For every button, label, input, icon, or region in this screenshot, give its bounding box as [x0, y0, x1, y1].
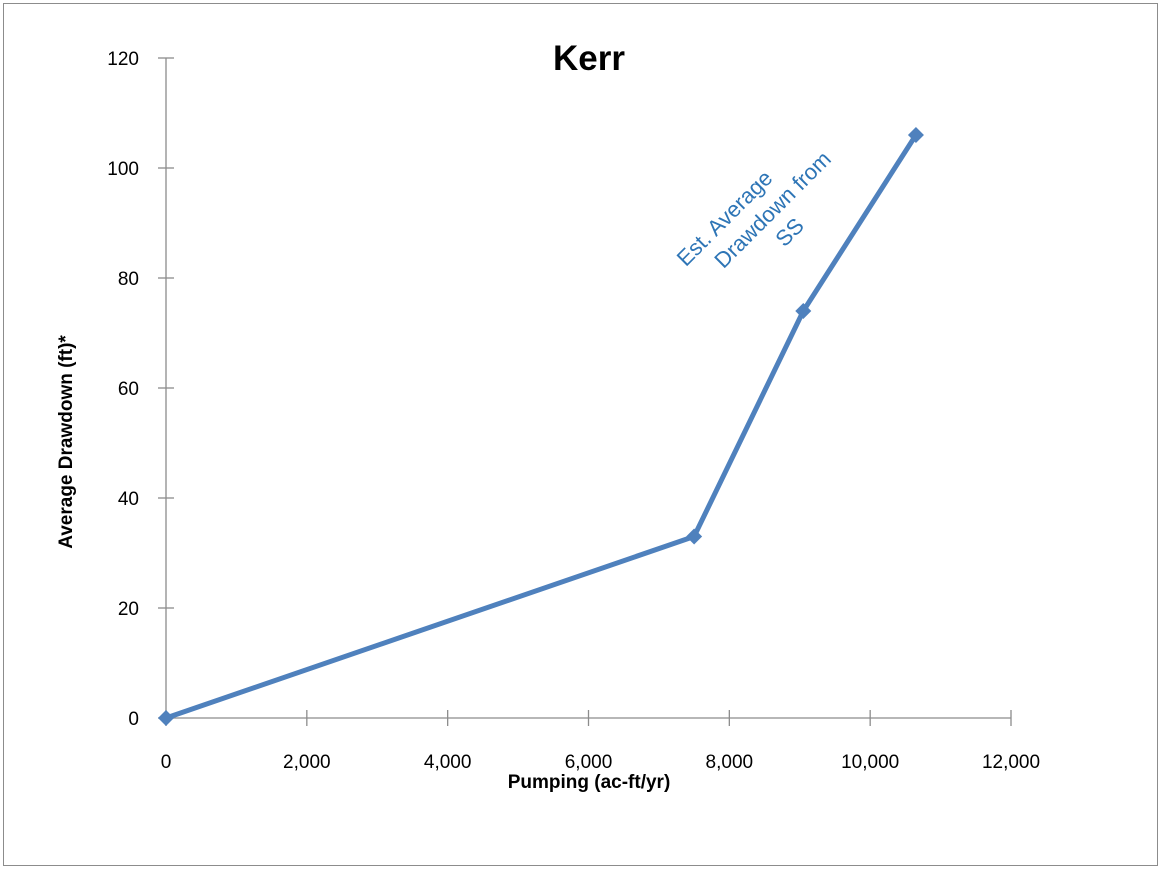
x-ticks: 0 2,000 4,000 6,000 8,000 10,000 12,000 [161, 710, 1040, 773]
y-tick-label: 100 [107, 159, 139, 180]
data-point-marker [795, 303, 812, 319]
y-tick-label: 40 [118, 489, 139, 510]
annotation: Est. Average Drawdown from SS [672, 146, 836, 273]
y-axis-title: Average Drawdown (ft)* [56, 335, 77, 549]
y-tick-label: 120 [107, 49, 139, 70]
series-line [163, 132, 919, 721]
y-tick-label: 60 [118, 379, 139, 400]
y-tick-label: 20 [118, 599, 139, 620]
series-layer [158, 127, 924, 726]
x-tick-label: 10,000 [841, 752, 899, 773]
x-tick-label: 2,000 [283, 752, 331, 773]
y-ticks: 0 20 40 60 80 100 120 [107, 49, 174, 730]
data-point-marker [158, 710, 174, 726]
data-point-marker [907, 127, 924, 143]
chart-title: Kerr [553, 39, 625, 78]
axes [165, 58, 1011, 719]
chart-frame [3, 3, 1158, 866]
x-tick-label: 12,000 [982, 752, 1040, 773]
x-tick-label: 4,000 [424, 752, 472, 773]
data-point-marker [686, 528, 703, 545]
x-tick-label: 8,000 [706, 752, 754, 773]
x-tick-label: 0 [161, 752, 172, 773]
y-tick-label: 80 [118, 269, 139, 290]
x-axis-title: Pumping (ac-ft/yr) [508, 772, 671, 793]
x-tick-label: 6,000 [565, 752, 613, 773]
y-tick-label: 0 [128, 709, 139, 730]
